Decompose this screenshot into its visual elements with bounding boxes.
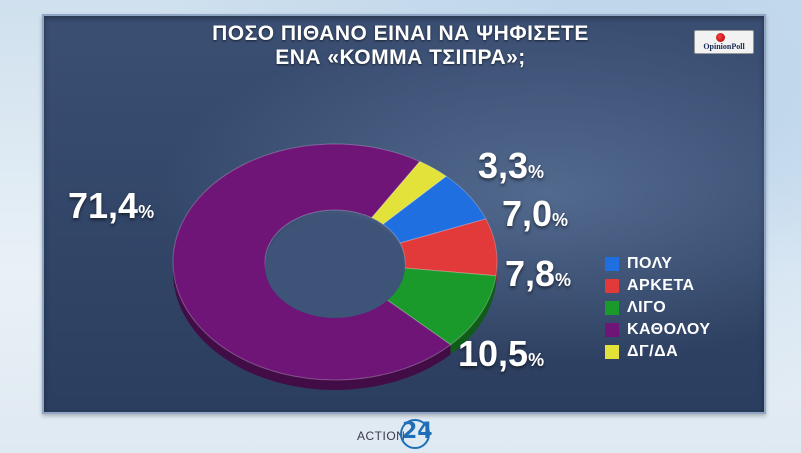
legend-item-dgda: ΔΓ/ΔΑ [605,341,711,363]
label-katholou: 71,4% [68,188,154,230]
footer-brand: ACTION [357,429,406,443]
footer-ring-icon [400,419,430,449]
slice-side-katholou [172,144,451,390]
slice-dgda [370,160,448,225]
legend-item-arketa: ΑΡΚΕΤΑ [605,275,711,297]
legend-swatch-dgda [605,345,619,359]
legend-swatch-arketa [605,279,619,293]
legend-item-poly: ΠΟΛΥ [605,253,711,275]
legend-item-katholou: ΚΑΘΟΛΟΥ [605,319,711,341]
logo-dot-icon [716,33,725,42]
label-arketa-value: 7,8 [505,253,556,294]
legend-item-ligo: ΛΙΓΟ [605,297,711,319]
percent-sign: % [528,162,545,182]
chart-title: ΠΟΣΟ ΠΙΘΑΝΟ ΕΙΝΑΙ ΝΑ ΨΗΦΙΣΕΤΕ ΕΝΑ «ΚΟΜΜΑ… [0,22,801,70]
donut-hole [265,214,405,318]
label-poly: 7,0% [502,196,568,238]
percent-sign: % [528,350,545,370]
legend-label-katholou: ΚΑΘΟΛΟΥ [627,321,711,338]
legend-label-poly: ΠΟΛΥ [627,255,673,272]
label-ligo: 10,5% [458,336,544,378]
footer-number: 24 [402,419,433,444]
legend: ΠΟΛΥ ΑΡΚΕΤΑ ΛΙΓΟ ΚΑΘΟΛΟΥ ΔΓ/ΔΑ [605,253,711,363]
legend-swatch-ligo [605,301,619,315]
label-dgda-value: 3,3 [478,145,529,186]
label-poly-value: 7,0 [502,193,553,234]
percent-sign: % [552,210,569,230]
label-dgda: 3,3% [478,148,544,190]
percent-sign: % [138,202,155,222]
legend-swatch-katholou [605,323,619,337]
slice-side-ligo [450,275,496,355]
legend-label-arketa: ΑΡΚΕΤΑ [627,277,695,294]
label-ligo-value: 10,5 [458,333,529,374]
logo-text: OpinionPoll [703,42,745,51]
legend-label-dgda: ΔΓ/ΔΑ [627,343,679,360]
slice-arketa [399,218,498,277]
legend-label-ligo: ΛΙΓΟ [627,299,667,316]
title-line-1: ΠΟΣΟ ΠΙΘΑΝΟ ΕΙΝΑΙ ΝΑ ΨΗΦΙΣΕΤΕ [212,22,589,45]
legend-swatch-poly [605,257,619,271]
label-arketa: 7,8% [505,256,571,298]
percent-sign: % [555,270,572,290]
label-katholou-value: 71,4 [68,185,139,226]
opinionpoll-logo: OpinionPoll [694,30,754,54]
title-line-2: ΕΝΑ «ΚΟΜΜΑ ΤΣΙΠΡΑ»; [275,46,526,69]
slice-poly [382,175,487,244]
